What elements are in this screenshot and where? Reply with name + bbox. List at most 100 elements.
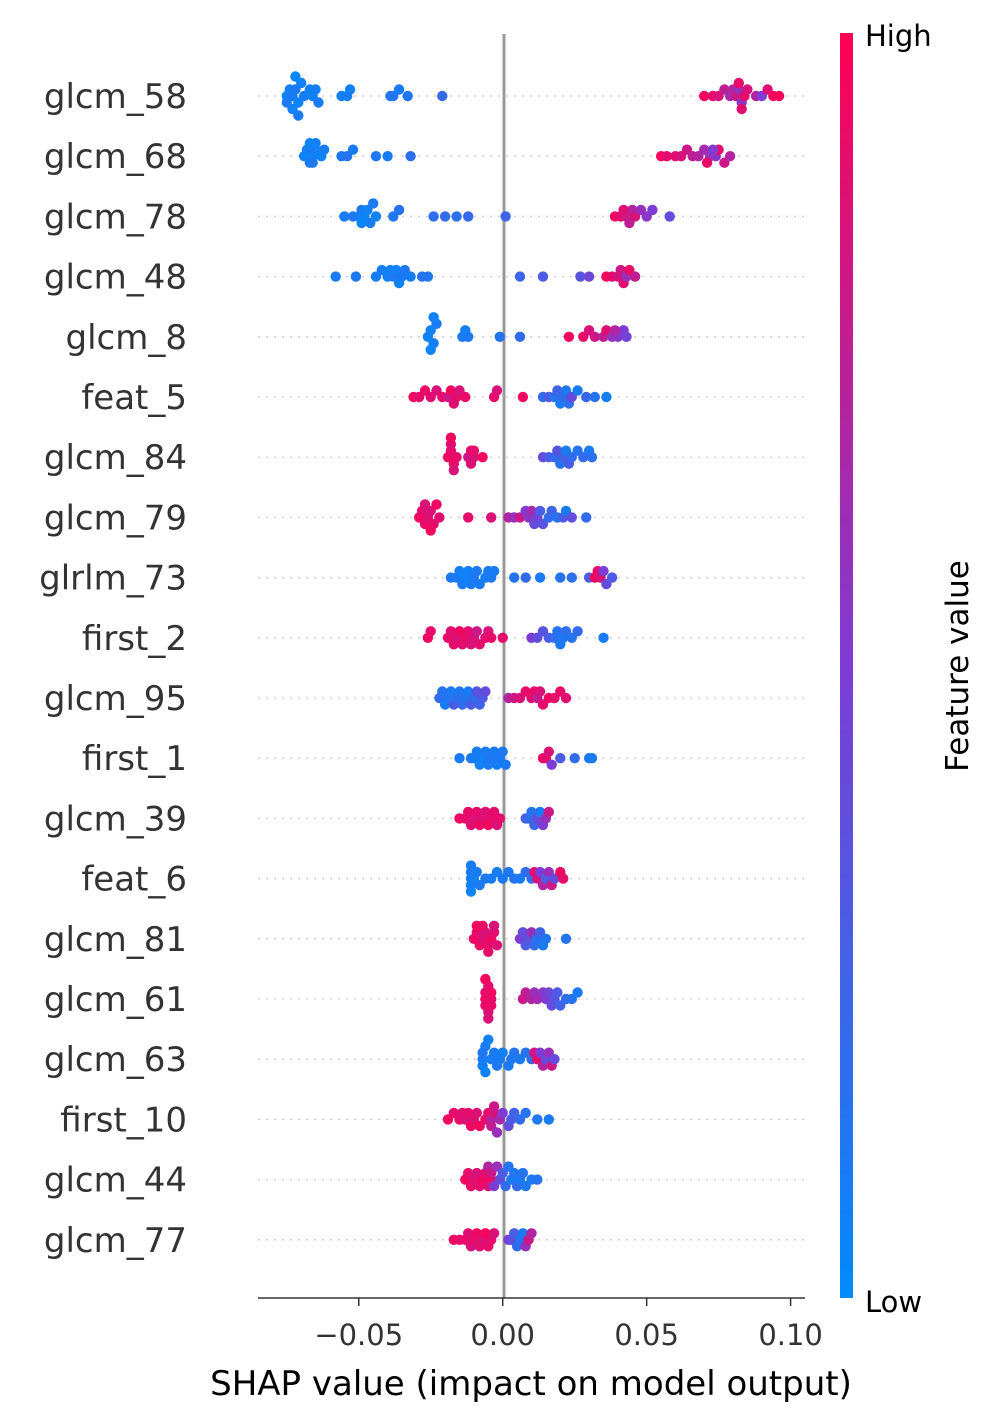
- feature-label: glcm_8: [66, 318, 187, 358]
- shap-point: [382, 151, 393, 162]
- shap-point: [344, 84, 356, 95]
- shap-point: [422, 271, 434, 282]
- shap-point: [431, 499, 442, 510]
- shap-point: [463, 211, 474, 222]
- shap-point: [488, 920, 500, 931]
- feature-label: glcm_79: [44, 498, 187, 538]
- shap-point: [520, 1107, 531, 1119]
- shap-point: [480, 973, 491, 985]
- shap-point: [405, 271, 416, 282]
- shap-point: [742, 84, 753, 95]
- shap-point: [310, 84, 321, 95]
- x-tick-label: 0.00: [470, 1318, 535, 1352]
- shap-point: [393, 204, 405, 216]
- shap-point: [586, 452, 598, 463]
- shap-point: [609, 325, 621, 336]
- shap-point: [566, 572, 577, 583]
- shap-point: [451, 211, 462, 222]
- shap-point: [629, 271, 641, 282]
- colorbar-high-label: High: [865, 19, 932, 53]
- shap-point: [347, 144, 359, 155]
- shap-point: [583, 271, 595, 282]
- shap-point: [664, 211, 675, 222]
- shap-point: [293, 110, 304, 121]
- shap-point: [330, 271, 341, 282]
- shap-point: [555, 572, 566, 583]
- shap-point: [572, 987, 583, 998]
- shap-point: [537, 271, 549, 282]
- shap-point: [581, 512, 592, 523]
- shap-point: [572, 626, 583, 637]
- shap-point: [560, 933, 572, 944]
- shap-point: [486, 632, 497, 643]
- shap-point: [491, 1127, 503, 1138]
- feature-label: glcm_84: [44, 438, 187, 478]
- shap-point: [491, 940, 503, 951]
- shap-point: [534, 572, 546, 583]
- x-axis-label: SHAP value (impact on model output): [210, 1364, 852, 1404]
- shap-point: [488, 565, 500, 577]
- colorbar: [840, 33, 853, 1298]
- shap-point: [509, 572, 520, 583]
- feature-label: feat_5: [81, 378, 187, 418]
- x-tick-label: −0.05: [314, 1318, 403, 1352]
- shap-point: [701, 157, 713, 168]
- shap-point: [534, 686, 546, 697]
- shap-point: [483, 1013, 494, 1024]
- shap-point: [310, 138, 321, 149]
- shap-point: [480, 686, 491, 697]
- shap-point: [307, 157, 318, 168]
- shap-point: [425, 525, 436, 536]
- shap-point: [497, 632, 508, 643]
- shap-point: [497, 746, 508, 757]
- shap-point: [517, 391, 529, 403]
- shap-point: [724, 151, 736, 162]
- feature-label: glcm_95: [44, 679, 187, 719]
- shap-point: [313, 97, 324, 108]
- shap-point: [736, 103, 747, 115]
- shap-point: [454, 753, 465, 764]
- shap-point: [488, 1101, 500, 1112]
- shap-point: [589, 391, 600, 403]
- shap-point: [471, 866, 482, 878]
- feature-label: first_1: [82, 739, 187, 779]
- shap-point: [370, 211, 382, 222]
- shap-point: [514, 331, 526, 342]
- shap-point: [486, 512, 497, 523]
- shap-point: [405, 151, 416, 162]
- shap-point: [540, 933, 552, 944]
- shap-point: [520, 572, 531, 583]
- shap-point: [439, 211, 451, 222]
- feature-label: first_10: [60, 1100, 187, 1140]
- shap-point: [543, 746, 554, 757]
- shap-point: [532, 1114, 543, 1125]
- shap-point: [661, 151, 672, 162]
- shap-point: [575, 271, 586, 282]
- shap-point: [468, 445, 480, 456]
- feature-label: glcm_77: [44, 1221, 187, 1261]
- shap-point: [497, 1047, 508, 1058]
- shap-point: [281, 97, 292, 108]
- feature-label: glcm_58: [44, 77, 187, 117]
- shap-point: [494, 813, 505, 824]
- shap-point: [491, 385, 503, 396]
- shap-point: [488, 1228, 500, 1239]
- shap-point: [477, 452, 488, 463]
- shap-point: [290, 71, 301, 82]
- shap-point: [558, 873, 569, 884]
- shap-point: [419, 499, 431, 510]
- shap-point: [526, 1228, 537, 1239]
- feature-label: glrlm_73: [39, 559, 187, 599]
- shap-point: [471, 626, 482, 637]
- shap-point: [437, 90, 448, 102]
- shap-point: [465, 886, 477, 897]
- shap-point: [451, 452, 462, 463]
- shap-point: [586, 753, 598, 764]
- shap-point: [428, 312, 439, 323]
- shap-point: [486, 987, 497, 998]
- shap-point: [486, 1000, 497, 1011]
- shap-point: [647, 204, 658, 216]
- shap-point: [356, 217, 367, 229]
- feature-label: feat_6: [81, 860, 187, 900]
